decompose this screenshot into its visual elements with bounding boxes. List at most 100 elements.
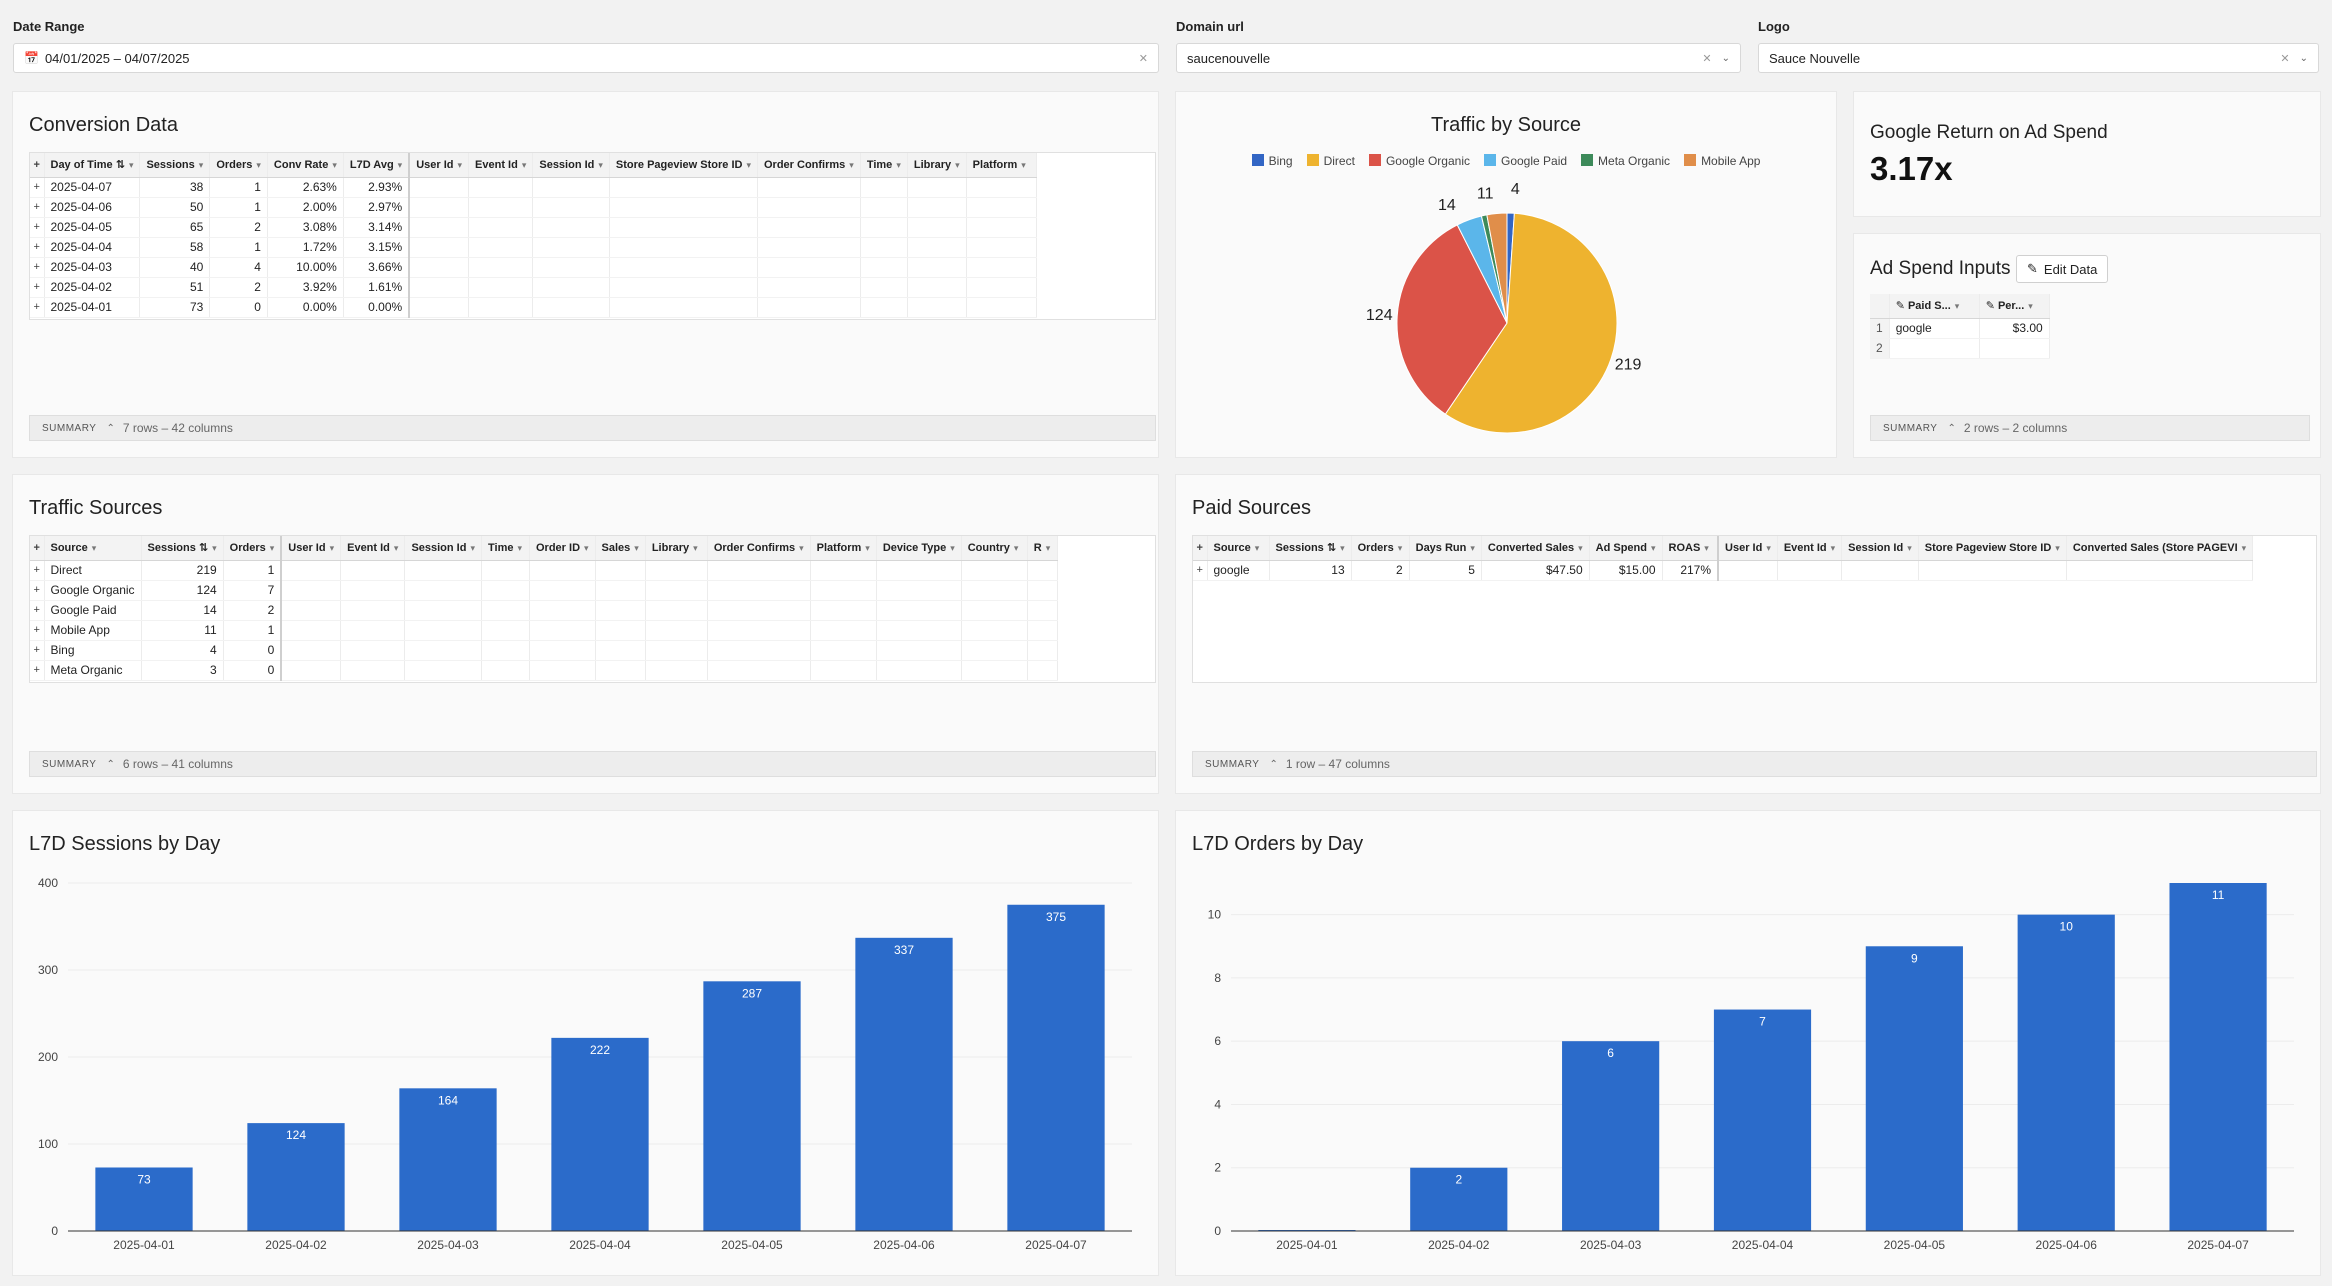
- table-cell[interactable]: $3.00: [1979, 318, 2050, 339]
- table-cell[interactable]: [404, 620, 482, 641]
- conversion-table-wrap[interactable]: + Day of Time ⇅ ▾ Sessions ▾ Orders ▾ Conv Rate…: [29, 152, 1156, 320]
- chevron-down-icon[interactable]: ▾: [746, 159, 751, 170]
- column-header[interactable]: Store Pageview Store ID ▾: [1918, 536, 2067, 561]
- chevron-down-icon[interactable]: ▾: [1470, 542, 1475, 553]
- column-header[interactable]: Day of Time ⇅ ▾: [44, 153, 141, 178]
- table-cell[interactable]: [966, 257, 1037, 278]
- table-cell[interactable]: [609, 257, 759, 278]
- table-cell[interactable]: 2025-04-07: [44, 177, 141, 198]
- chevron-down-icon[interactable]: ▾: [584, 542, 589, 553]
- column-header[interactable]: Order ID ▾: [529, 536, 596, 561]
- clear-icon[interactable]: ✕: [1138, 52, 1148, 65]
- column-header[interactable]: Ad Spend ▾: [1589, 536, 1663, 561]
- table-cell[interactable]: [876, 560, 962, 581]
- table-cell[interactable]: [757, 277, 861, 298]
- table-cell[interactable]: [409, 297, 470, 318]
- table-row[interactable]: + Google Paid 14 2: [30, 600, 1058, 621]
- expand-row-icon[interactable]: +: [30, 580, 45, 601]
- expand-row-icon[interactable]: +: [30, 297, 45, 318]
- table-cell[interactable]: [810, 660, 877, 681]
- chevron-up-icon[interactable]: ⌃: [1269, 758, 1278, 770]
- table-cell[interactable]: 73: [139, 297, 211, 318]
- table-cell[interactable]: [966, 177, 1037, 198]
- table-cell[interactable]: [529, 640, 596, 661]
- column-header[interactable]: Converted Sales ▾: [1481, 536, 1590, 561]
- column-header[interactable]: Store Pageview Store ID ▾: [609, 153, 759, 178]
- table-cell[interactable]: [1027, 640, 1058, 661]
- table-cell[interactable]: 2.97%: [343, 197, 411, 218]
- table-cell[interactable]: [595, 620, 646, 641]
- table-cell[interactable]: [595, 560, 646, 581]
- table-cell[interactable]: [1027, 560, 1058, 581]
- table-cell[interactable]: [707, 660, 811, 681]
- table-cell[interactable]: 0: [223, 660, 283, 681]
- table-cell[interactable]: 1: [223, 620, 283, 641]
- column-header[interactable]: Order Confirms ▾: [757, 153, 861, 178]
- chevron-down-icon[interactable]: ▾: [198, 159, 204, 170]
- table-cell[interactable]: [529, 620, 596, 641]
- table-row[interactable]: +2025-04-03 40 4 10.00% 3.66%: [30, 257, 1037, 278]
- column-header[interactable]: L7D Avg ▾: [343, 153, 411, 178]
- table-cell[interactable]: 1.61%: [343, 277, 411, 298]
- column-header[interactable]: Library ▾: [907, 153, 967, 178]
- table-cell[interactable]: 3.15%: [343, 237, 411, 258]
- chevron-down-icon[interactable]: ▾: [1954, 301, 1960, 312]
- column-header[interactable]: ✎ Paid S... ▾: [1889, 294, 1980, 319]
- expand-row-icon[interactable]: +: [30, 640, 45, 661]
- table-cell[interactable]: [757, 177, 861, 198]
- traffic-sources-table-wrap[interactable]: + Source ▾ Sessions ⇅ ▾ Orders ▾ User Id ▾ Event …: [29, 535, 1156, 683]
- add-column-icon[interactable]: +: [1193, 536, 1208, 561]
- chevron-down-icon[interactable]: ▾: [2028, 301, 2033, 312]
- table-cell[interactable]: 219: [141, 560, 224, 581]
- table-cell[interactable]: 0: [209, 297, 268, 318]
- table-cell[interactable]: [404, 560, 482, 581]
- table-cell[interactable]: [707, 600, 811, 621]
- table-cell[interactable]: [340, 620, 406, 641]
- table-cell[interactable]: [1889, 338, 1980, 359]
- table-cell[interactable]: [595, 600, 646, 621]
- table-cell[interactable]: [961, 600, 1028, 621]
- table-cell[interactable]: Bing: [44, 640, 142, 661]
- table-cell[interactable]: [1027, 660, 1058, 681]
- table-cell[interactable]: [468, 297, 534, 318]
- column-header[interactable]: ROAS ▾: [1662, 536, 1720, 561]
- table-cell[interactable]: [907, 297, 967, 318]
- table-cell[interactable]: 124: [141, 580, 224, 601]
- table-cell[interactable]: [609, 297, 759, 318]
- table-cell[interactable]: [595, 580, 646, 601]
- table-cell[interactable]: [404, 660, 482, 681]
- table-cell[interactable]: 3.92%: [267, 277, 344, 298]
- chevron-down-icon[interactable]: ▾: [1045, 542, 1051, 553]
- table-cell[interactable]: 1: [223, 560, 283, 581]
- table-cell[interactable]: [707, 620, 811, 641]
- table-cell[interactable]: [907, 197, 967, 218]
- table-cell[interactable]: [468, 257, 534, 278]
- conversion-table[interactable]: + Day of Time ⇅ ▾ Sessions ▾ Orders ▾ Conv Rate…: [30, 153, 1037, 318]
- table-row[interactable]: 1 google $3.00: [1870, 318, 2050, 339]
- chevron-down-icon[interactable]: ▾: [1907, 542, 1912, 553]
- table-cell[interactable]: [810, 580, 877, 601]
- table-row[interactable]: + google 13 2 5 $47.50 $15.00 217%: [1193, 560, 2254, 581]
- table-cell[interactable]: [340, 560, 406, 581]
- table-cell[interactable]: [810, 640, 877, 661]
- table-cell[interactable]: [340, 660, 406, 681]
- table-cell[interactable]: [1027, 620, 1058, 641]
- table-cell[interactable]: 0: [223, 640, 283, 661]
- column-header[interactable]: Source ▾: [44, 536, 142, 561]
- table-cell[interactable]: [961, 620, 1028, 641]
- table-row[interactable]: + Google Organic 124 7: [30, 580, 1058, 601]
- table-cell[interactable]: Meta Organic: [44, 660, 142, 681]
- table-cell[interactable]: $15.00: [1589, 560, 1663, 581]
- table-row[interactable]: +2025-04-04 58 1 1.72% 3.15%: [30, 237, 1037, 258]
- table-cell[interactable]: [281, 580, 342, 601]
- table-cell[interactable]: [468, 217, 534, 238]
- table-cell[interactable]: [609, 277, 759, 298]
- table-cell[interactable]: [707, 640, 811, 661]
- table-cell[interactable]: 5: [1409, 560, 1482, 581]
- column-header[interactable]: Converted Sales (Store PAGEVI ▾: [2066, 536, 2254, 561]
- chevron-down-icon[interactable]: ▾: [1340, 543, 1345, 554]
- chevron-down-icon[interactable]: ▾: [598, 159, 603, 170]
- column-header[interactable]: Source ▾: [1207, 536, 1270, 561]
- table-cell[interactable]: Mobile App: [44, 620, 142, 641]
- table-cell[interactable]: 1.72%: [267, 237, 344, 258]
